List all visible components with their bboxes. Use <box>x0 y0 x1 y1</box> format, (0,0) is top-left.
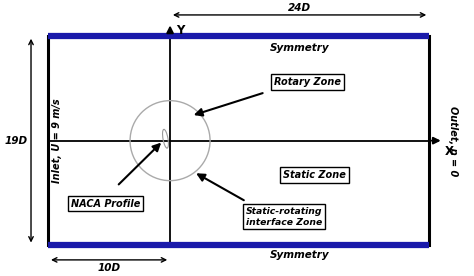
Bar <box>48 36 429 245</box>
Text: Rotary Zone: Rotary Zone <box>273 77 341 87</box>
Text: Y: Y <box>176 24 184 37</box>
Text: X: X <box>445 145 454 158</box>
Text: Inlet, U = 9 m/s: Inlet, U = 9 m/s <box>52 98 62 183</box>
Text: Symmetry: Symmetry <box>270 43 329 53</box>
Text: 19D: 19D <box>4 136 27 146</box>
Text: 24D: 24D <box>288 3 311 13</box>
Text: NACA Profile: NACA Profile <box>71 198 140 208</box>
Text: Static-rotating
interface Zone: Static-rotating interface Zone <box>246 207 323 227</box>
Text: Static Zone: Static Zone <box>283 170 346 180</box>
Text: 10D: 10D <box>98 263 121 273</box>
Text: Symmetry: Symmetry <box>270 250 329 260</box>
Text: Outlet, p = 0: Outlet, p = 0 <box>448 105 458 176</box>
